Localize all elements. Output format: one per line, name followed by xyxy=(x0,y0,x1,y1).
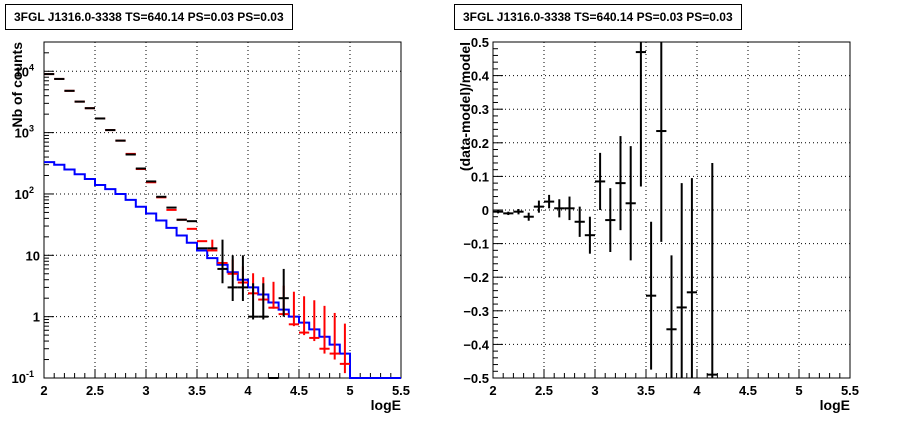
left-y-tick-label: 10 xyxy=(26,248,40,263)
right-y-tick-label: −0.1 xyxy=(463,237,489,252)
right-y-tick-label: 0.5 xyxy=(471,35,489,50)
right-y-tick-label: −0.2 xyxy=(463,270,489,285)
left-data-point xyxy=(288,291,299,327)
left-y-tick-label: 103 xyxy=(15,124,34,141)
left-x-tick-label: 3 xyxy=(142,383,149,398)
right-y-tick-label: −0.5 xyxy=(463,371,489,386)
right-x-tick-label: 3.5 xyxy=(637,383,655,398)
right-data-point xyxy=(707,162,718,378)
right-y-axis-label: (data-model)/model xyxy=(457,42,473,171)
right-x-tick-label: 2 xyxy=(489,383,496,398)
right-data-point xyxy=(676,183,687,378)
left-x-tick-label: 2 xyxy=(40,383,47,398)
left-x-tick-label: 2.5 xyxy=(86,383,104,398)
left-y-tick-label: 104 xyxy=(15,62,34,79)
right-data-point xyxy=(523,212,534,221)
left-y-axis-label: Nb of counts xyxy=(9,42,25,128)
left-data-point xyxy=(217,239,228,284)
right-data-point xyxy=(544,194,555,209)
right-series-0 xyxy=(493,42,718,378)
right-data-point xyxy=(513,208,524,215)
left-data-point xyxy=(248,283,259,320)
right-y-tick-label: −0.4 xyxy=(463,337,489,352)
right-y-tick-label: 0 xyxy=(482,203,489,218)
right-y-tick-label: 0.3 xyxy=(471,102,489,117)
right-y-tick-label: 0.4 xyxy=(471,69,490,84)
left-x-tick-label: 5.5 xyxy=(392,383,410,398)
left-chart: 2 2.5 3 3.5 4 4.5 5 5.5 10-1 1 10 102 103 104 logE Nb o… xyxy=(9,41,410,413)
left-data-point xyxy=(299,296,310,336)
left-data-point xyxy=(237,255,248,301)
right-data-point xyxy=(656,42,667,242)
left-x-tick-label: 5 xyxy=(346,383,353,398)
right-data-point xyxy=(493,210,504,214)
left-x-axis-label: logE xyxy=(371,397,401,413)
left-model-step-line xyxy=(44,161,401,379)
left-y-tick-label: 10-1 xyxy=(12,369,34,386)
right-data-point xyxy=(635,42,646,187)
left-x-tick-label: 4.5 xyxy=(290,383,308,398)
right-x-tick-label: 4.5 xyxy=(739,383,757,398)
left-data-point xyxy=(258,283,269,320)
right-y-tick-label: 0.1 xyxy=(471,169,489,184)
right-x-tick-label: 3 xyxy=(591,383,598,398)
left-x-tick-label: 4 xyxy=(244,383,252,398)
left-y-tick-label: 102 xyxy=(15,185,34,202)
right-data-point xyxy=(666,255,677,378)
right-data-point xyxy=(554,199,565,218)
right-data-point xyxy=(564,196,575,221)
right-data-point xyxy=(503,211,514,216)
right-y-tick-label: −0.3 xyxy=(463,304,489,319)
right-chart: 2 2.5 3 3.5 4 4.5 5 5.5 −0.5 −0.4 −0.3 −0.2 −0.1 0 0.1… xyxy=(457,35,859,413)
right-data-point xyxy=(595,152,606,210)
right-data-point xyxy=(686,178,697,378)
left-plot-frame xyxy=(43,41,402,379)
left-y-tick-label: 1 xyxy=(33,310,40,325)
left-data-point xyxy=(339,323,350,374)
right-data-point xyxy=(615,136,626,231)
right-data-point xyxy=(533,200,544,213)
right-x-tick-label: 5.5 xyxy=(841,383,859,398)
left-data-point xyxy=(329,312,340,360)
right-data-point xyxy=(574,206,585,237)
left-data-point xyxy=(309,300,320,342)
left-data-point xyxy=(227,255,238,301)
right-data-point xyxy=(625,146,636,261)
right-data-point xyxy=(646,221,657,370)
right-y-tick-label: 0.2 xyxy=(471,136,489,151)
right-x-tick-label: 5 xyxy=(795,383,802,398)
right-chart-title: 3FGL J1316.0-3338 TS=640.14 PS=0.03 PS=0… xyxy=(454,4,742,30)
left-chart-title: 3FGL J1316.0-3338 TS=640.14 PS=0.03 PS=0… xyxy=(5,4,293,30)
right-data-point xyxy=(605,188,616,252)
left-data-point xyxy=(278,268,289,317)
right-x-tick-label: 2.5 xyxy=(535,383,553,398)
left-series-2 xyxy=(44,73,289,379)
left-data-point xyxy=(319,305,330,354)
left-series-0 xyxy=(44,161,401,379)
left-x-tick-label: 3.5 xyxy=(188,383,206,398)
left-data-point xyxy=(268,281,279,309)
right-data-point xyxy=(584,216,595,254)
right-x-tick-label: 4 xyxy=(693,383,701,398)
right-x-axis-label: logE xyxy=(820,397,850,413)
